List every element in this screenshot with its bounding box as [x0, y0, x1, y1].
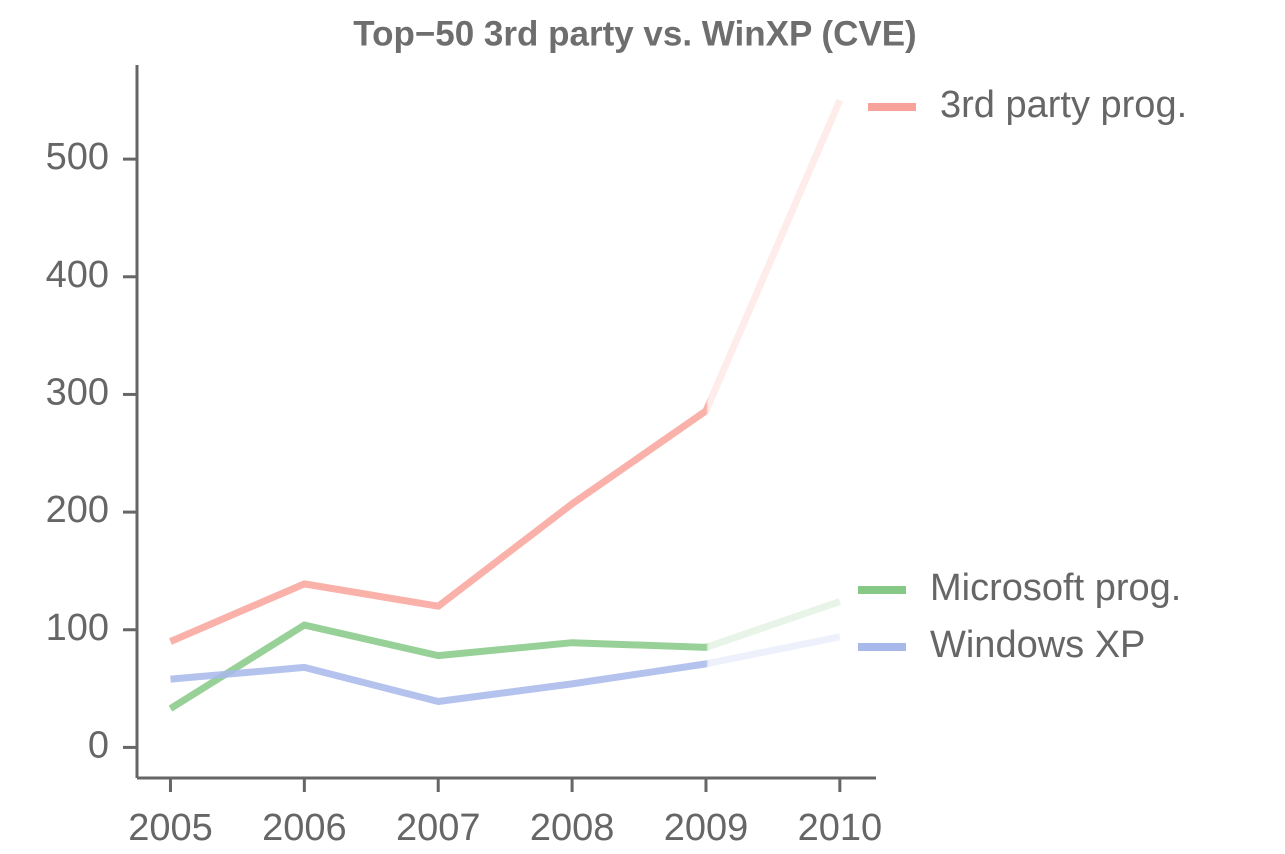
legend-label: 3rd party prog.: [940, 84, 1187, 126]
x-tick-label: 2007: [396, 807, 481, 849]
x-tick-label: 2005: [128, 807, 213, 849]
y-tick-label: 300: [46, 371, 109, 413]
x-tick-label: 2008: [530, 807, 615, 849]
chart-title: Top−50 3rd party vs. WinXP (CVE): [353, 14, 916, 53]
series-line: [169, 98, 844, 645]
legend-label: Microsoft prog.: [930, 567, 1181, 609]
y-tick-label: 400: [46, 254, 109, 296]
x-tick-label: 2006: [262, 807, 347, 849]
x-tick-label: 2010: [798, 807, 883, 849]
y-tick-label: 500: [46, 136, 109, 178]
legend-label: Windows XP: [930, 624, 1145, 666]
series-line: [168, 598, 841, 712]
series-line: [170, 633, 841, 706]
y-tick-label: 0: [88, 724, 109, 766]
y-tick-label: 200: [46, 489, 109, 531]
x-tick-label: 2009: [664, 807, 749, 849]
y-tick-label: 100: [46, 607, 109, 649]
